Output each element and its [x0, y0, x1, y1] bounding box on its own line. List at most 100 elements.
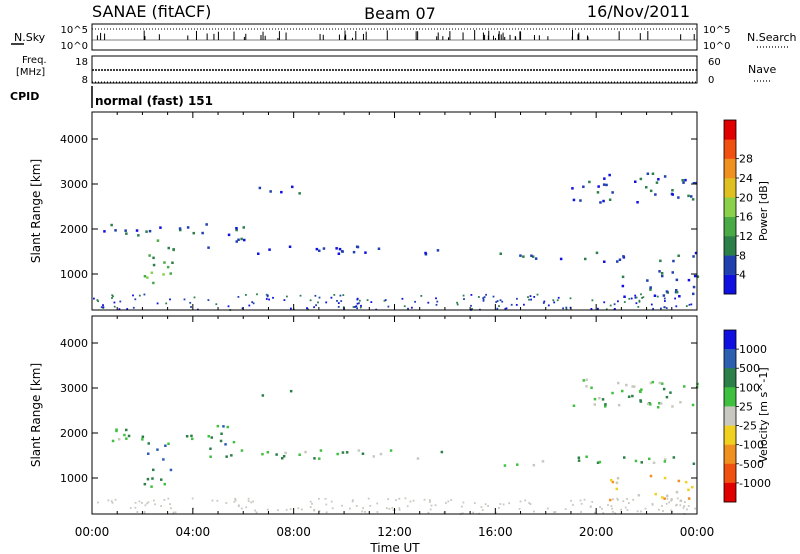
power-ground-cell	[411, 306, 413, 309]
velocity-colorbar-swatch	[724, 482, 736, 503]
velocity-ground-cell	[191, 497, 194, 500]
power-echo-cell	[201, 231, 204, 235]
velocity-ground-cell	[325, 511, 328, 514]
velocity-echo-cell	[503, 464, 507, 467]
power-ground-cell	[339, 294, 342, 297]
velocity-ylabel: Slant Range [km]	[29, 363, 43, 467]
power-ground-cell	[528, 298, 530, 301]
velocity-ground-cell	[311, 502, 313, 505]
power-echo-cell	[646, 279, 649, 282]
power-ground-cell	[330, 296, 333, 299]
velocity-ground-cell	[583, 498, 586, 501]
velocity-echo-cell	[671, 405, 674, 408]
power-echo-cell	[621, 284, 625, 288]
noise-sky-label: N.Sky	[14, 31, 46, 44]
velocity-colorbar-tick: -100	[739, 439, 764, 452]
velocity-ground-cell	[627, 502, 630, 504]
velocity-echo-cell	[601, 398, 605, 401]
velocity-echo-cell	[345, 451, 349, 454]
velocity-ground-cell	[174, 511, 177, 514]
power-echo-cell	[364, 251, 367, 254]
velocity-ground-cell	[564, 508, 567, 510]
power-echo-cell	[436, 249, 440, 252]
velocity-ground-cell	[144, 504, 147, 507]
velocity-echo-cell	[167, 442, 170, 445]
velocity-ground-cell	[160, 505, 162, 507]
power-ground-cell	[650, 303, 653, 306]
power-echo-cell	[192, 231, 195, 235]
velocity-ground-cell	[429, 499, 431, 501]
velocity-echo-cell	[585, 385, 588, 388]
power-echo-cell	[602, 183, 606, 186]
power-ground-cell	[156, 302, 159, 305]
power-echo-cell	[207, 246, 210, 249]
velocity-ground-cell	[528, 502, 531, 504]
power-ground-cell	[562, 307, 564, 310]
velocity-ground-cell	[644, 507, 647, 510]
time-tick-label: 12:00	[377, 525, 412, 539]
power-echo-cell	[672, 259, 675, 263]
velocity-ytick-label: 1000	[60, 472, 88, 485]
power-ground-cell	[241, 307, 244, 310]
power-ground-cell	[665, 307, 668, 309]
power-ground-cell	[623, 301, 626, 303]
velocity-colorbar-swatch	[724, 406, 736, 426]
power-ground-cell	[510, 303, 513, 306]
power-echo-cell	[143, 275, 147, 278]
velocity-ground-cell	[427, 511, 430, 514]
power-ground-cell	[102, 304, 104, 306]
power-ground-cell	[96, 299, 99, 301]
velocity-echo-cell	[623, 456, 626, 459]
power-echo-cell	[235, 227, 238, 230]
noise-panel: N.Sky 10^5 10^0 10^5 10^0 N.Search	[11, 23, 797, 52]
velocity-echo-cell	[261, 394, 265, 397]
velocity-echo-cell	[664, 458, 667, 461]
velocity-echo-cell	[516, 463, 519, 466]
velocity-colorbar-label: Velocity [m s^-1]	[757, 367, 770, 462]
power-echo-cell	[355, 245, 359, 248]
velocity-echo-cell	[684, 480, 688, 484]
velocity-ground-cell	[387, 498, 390, 500]
velocity-ground-cell	[599, 506, 601, 508]
power-ground-cell	[358, 299, 361, 302]
power-echo-cell	[677, 254, 680, 257]
velocity-colorbar-tick: 500	[739, 362, 760, 375]
power-ground-cell	[565, 306, 568, 309]
velocity-ground-cell	[111, 501, 114, 504]
velocity-echo-cell	[336, 452, 339, 456]
velocity-ground-cell	[313, 508, 316, 511]
power-ground-cell	[482, 297, 485, 299]
velocity-echo-cell	[661, 382, 664, 385]
power-ground-cell	[663, 297, 666, 300]
power-echo-cell	[691, 198, 695, 201]
velocity-ground-cell	[129, 507, 132, 509]
power-ground-cell	[102, 306, 105, 309]
power-echo-cell	[603, 177, 606, 180]
velocity-ground-cell	[671, 498, 673, 501]
power-echo-cell	[268, 248, 271, 251]
power-echo-cell	[681, 179, 684, 182]
time-tick-label: 08:00	[276, 525, 311, 539]
velocity-ground-cell	[616, 497, 619, 500]
power-echo-cell	[588, 180, 591, 184]
power-echo-cell	[675, 278, 679, 282]
velocity-ground-cell	[211, 499, 214, 502]
velocity-ground-cell	[143, 511, 146, 513]
velocity-echo-cell	[210, 436, 213, 439]
velocity-echo-cell	[679, 499, 683, 502]
velocity-ground-cell	[675, 504, 677, 507]
velocity-echo-cell	[596, 461, 600, 464]
velocity-echo-cell	[230, 454, 233, 457]
power-ground-cell	[118, 308, 121, 310]
power-echo-cell	[178, 227, 182, 230]
velocity-ground-cell	[367, 497, 370, 500]
power-echo-cell	[534, 257, 538, 260]
power-ground-cell	[485, 293, 487, 296]
power-ground-cell	[496, 300, 499, 302]
velocity-echo-cell	[226, 425, 229, 429]
velocity-echo-cell	[304, 450, 307, 454]
power-ground-cell	[169, 298, 171, 301]
velocity-ground-cell	[461, 512, 464, 515]
velocity-echo-cell	[224, 443, 227, 446]
velocity-ground-cell	[325, 503, 328, 506]
